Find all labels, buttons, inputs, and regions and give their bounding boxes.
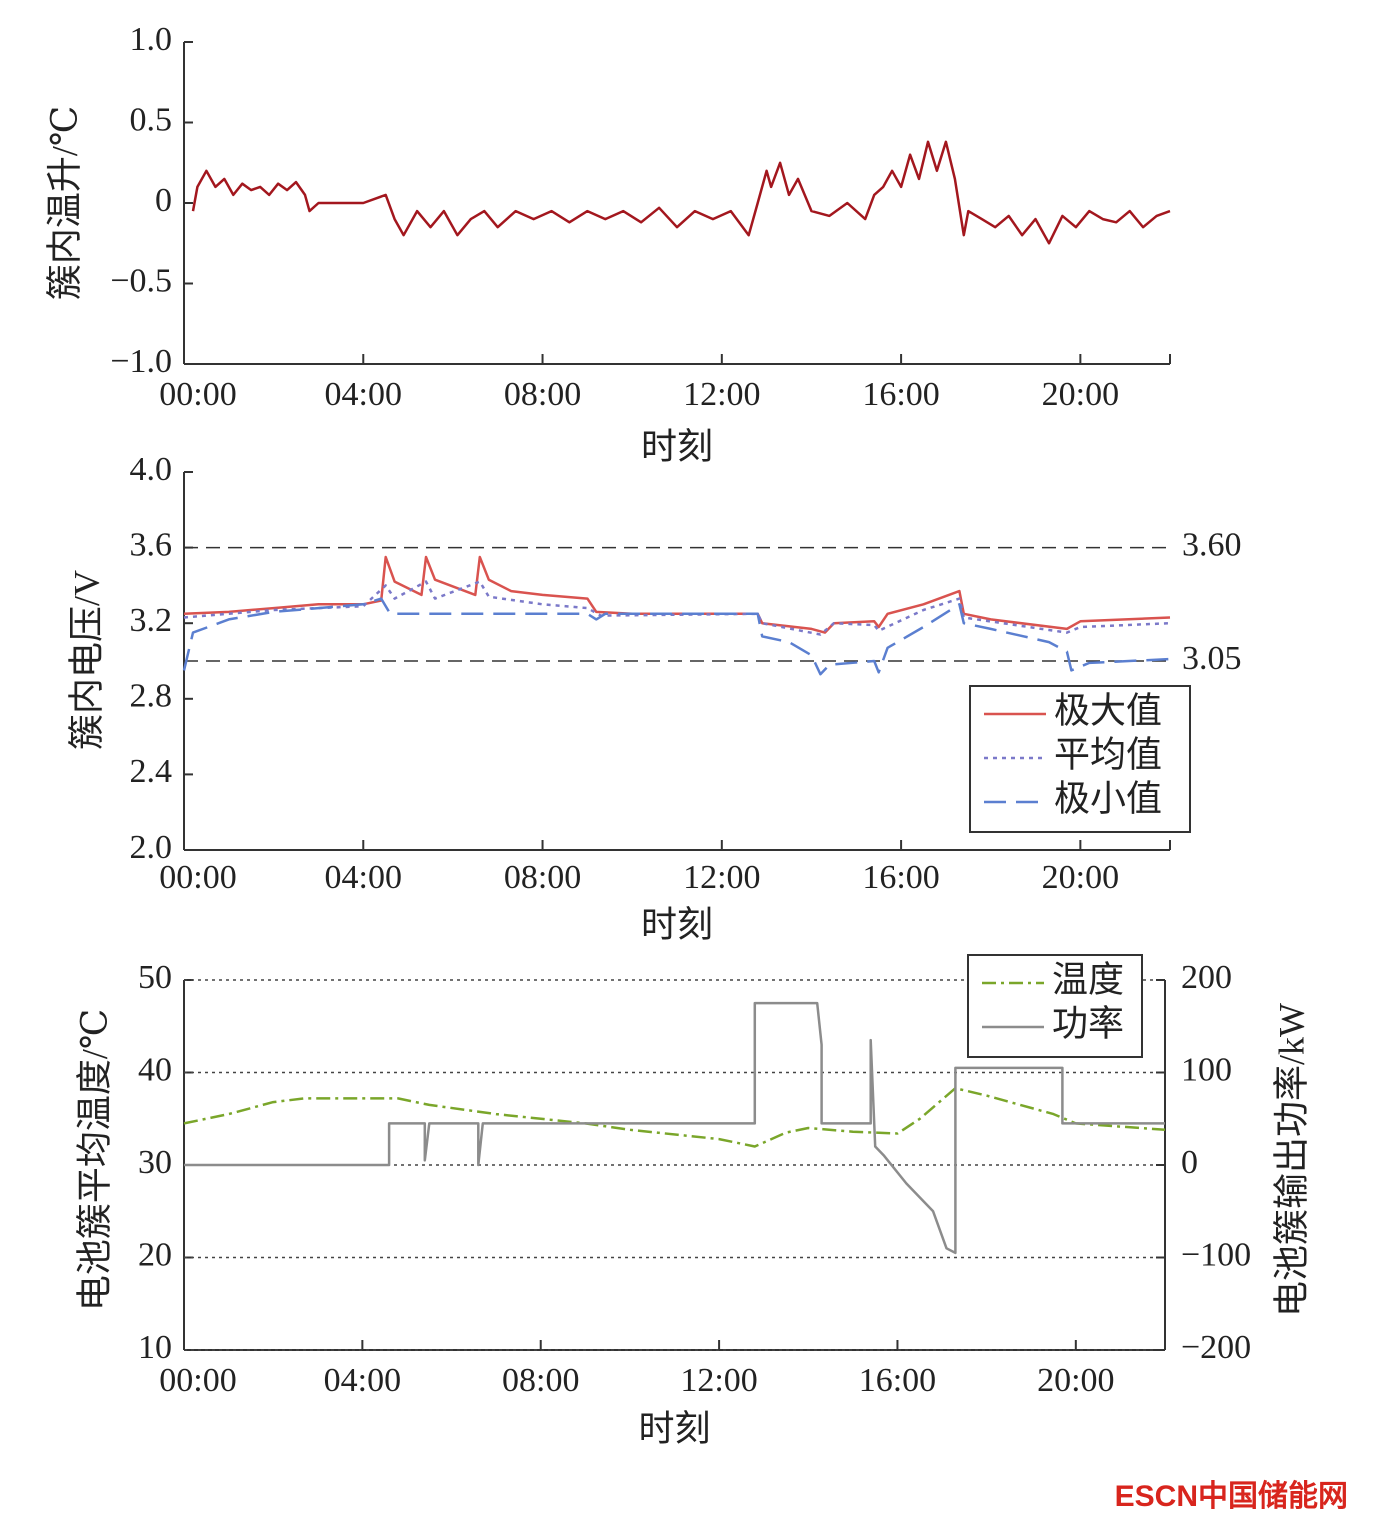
y-axis-label: 簇内电压/V: [66, 570, 106, 750]
y-axis-label: 簇内温升/℃: [44, 106, 84, 300]
x-tick-label: 04:00: [324, 1362, 401, 1399]
x-axis-label: 时刻: [641, 904, 713, 944]
y-tick-label: 1.0: [130, 21, 173, 58]
y2-tick-label: −200: [1181, 1329, 1251, 1366]
x-tick-label: 08:00: [504, 376, 581, 413]
y-tick-label: 2.8: [130, 678, 173, 715]
x-axis-label: 时刻: [641, 426, 713, 466]
y-axis-label: 电池簇平均温度/℃: [74, 1009, 114, 1311]
x-tick-label: 04:00: [325, 859, 402, 896]
y2-tick-label: 100: [1181, 1051, 1232, 1088]
x-tick-label: 12:00: [683, 859, 760, 896]
y-tick-label: 3.2: [130, 602, 173, 639]
y-tick-label: 0.5: [130, 101, 173, 138]
y-tick-label: −1.0: [110, 343, 172, 380]
legend-label: 功率: [1052, 1003, 1124, 1043]
series-line: [191, 140, 1171, 245]
y2-axis-label: 电池簇输出功率/kW: [1271, 1003, 1311, 1317]
x-tick-label: 04:00: [325, 376, 402, 413]
y-tick-label: −0.5: [110, 262, 172, 299]
x-tick-label: 00:00: [159, 859, 236, 896]
x-tick-label: 16:00: [859, 1362, 936, 1399]
x-tick-label: 16:00: [862, 859, 939, 896]
y-tick-label: 40: [138, 1051, 172, 1088]
x-tick-label: 08:00: [504, 859, 581, 896]
y-tick-label: 50: [138, 959, 172, 996]
x-tick-label: 12:00: [680, 1362, 757, 1399]
series-line: [183, 555, 1171, 634]
x-tick-label: 00:00: [159, 1362, 236, 1399]
y2-tick-label: 200: [1181, 959, 1232, 996]
x-tick-label: 20:00: [1042, 859, 1119, 896]
x-tick-label: 20:00: [1042, 376, 1119, 413]
reference-label: 3.60: [1182, 526, 1242, 563]
y-tick-label: 2.0: [130, 829, 173, 866]
y-tick-label: 30: [138, 1144, 172, 1181]
x-axis-label: 时刻: [638, 1408, 710, 1448]
y2-tick-label: −100: [1181, 1236, 1251, 1273]
legend-box: [967, 954, 1143, 1058]
watermark: ESCN中国储能网: [1115, 1480, 1348, 1513]
reference-label: 3.05: [1182, 640, 1242, 677]
y-tick-label: 10: [138, 1329, 172, 1366]
y-tick-label: 4.0: [130, 451, 173, 488]
y-tick-label: 2.4: [130, 753, 173, 790]
series-line: [182, 597, 1171, 676]
x-tick-label: 20:00: [1037, 1362, 1114, 1399]
legend-box: [969, 685, 1191, 833]
y2-tick-label: 0: [1181, 1144, 1198, 1181]
legend-label: 极小值: [1054, 778, 1162, 818]
x-tick-label: 12:00: [683, 376, 760, 413]
legend-label: 温度: [1052, 959, 1124, 999]
y-tick-label: 20: [138, 1236, 172, 1273]
series-line: [183, 1086, 1166, 1148]
x-tick-label: 00:00: [159, 376, 236, 413]
legend-label: 极大值: [1054, 690, 1162, 730]
legend-label: 平均值: [1054, 734, 1162, 774]
x-tick-label: 16:00: [862, 376, 939, 413]
series-line: [184, 1001, 1165, 1255]
y-tick-label: 3.6: [130, 526, 173, 563]
x-tick-label: 08:00: [502, 1362, 579, 1399]
y-tick-label: 0: [155, 182, 172, 219]
